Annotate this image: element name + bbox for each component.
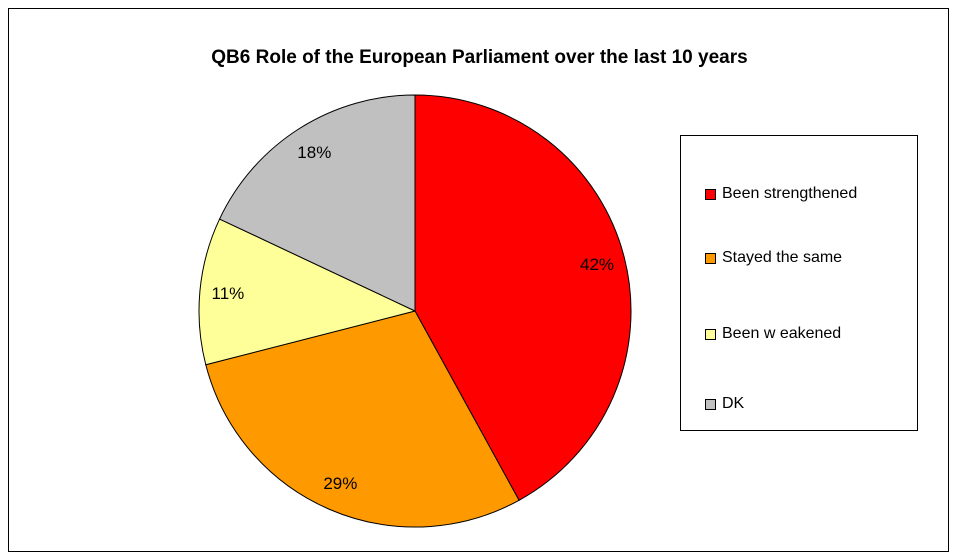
legend-swatch-been-strengthened [705, 188, 716, 200]
legend-item-been-strengthened: Been strengthened [705, 182, 857, 206]
pie-slice-stayed-the-same [205, 310, 520, 528]
legend-swatch-been-weakened [705, 328, 716, 340]
slice-label-stayed-the-same: 29% [323, 474, 357, 493]
chart-area: QB6 Role of the European Parliament over… [8, 8, 949, 552]
legend-label-been-strengthened: Been strengthened [722, 185, 858, 202]
slice-label-been-weakened: 11% [212, 284, 245, 303]
legend-label-stayed-the-same: Stayed the same [722, 249, 843, 266]
legend-label-been-weakened: Been w eakened [722, 325, 842, 342]
chart-title: QB6 Role of the European Parliament over… [211, 47, 748, 68]
slice-label-been-strengthened: 42% [580, 255, 614, 274]
legend-item-been-weakened: Been w eakened [705, 322, 841, 346]
pie-slice-dk [218, 94, 416, 312]
legend-label-dk: DK [722, 395, 745, 412]
legend-swatch-dk [705, 398, 716, 410]
legend-item-stayed-the-same: Stayed the same [705, 246, 842, 270]
slice-label-dk: 18% [297, 143, 331, 162]
pie-slice-been-weakened [198, 218, 417, 366]
pie-chart: 42% 29% 11% 18% [198, 94, 632, 528]
legend-swatch-stayed-the-same [705, 252, 716, 264]
pie-slice-been-strengthened [414, 94, 632, 501]
legend-item-dk: DK [705, 392, 744, 416]
legend: Been strengthened Stayed the same Been w… [680, 135, 918, 431]
